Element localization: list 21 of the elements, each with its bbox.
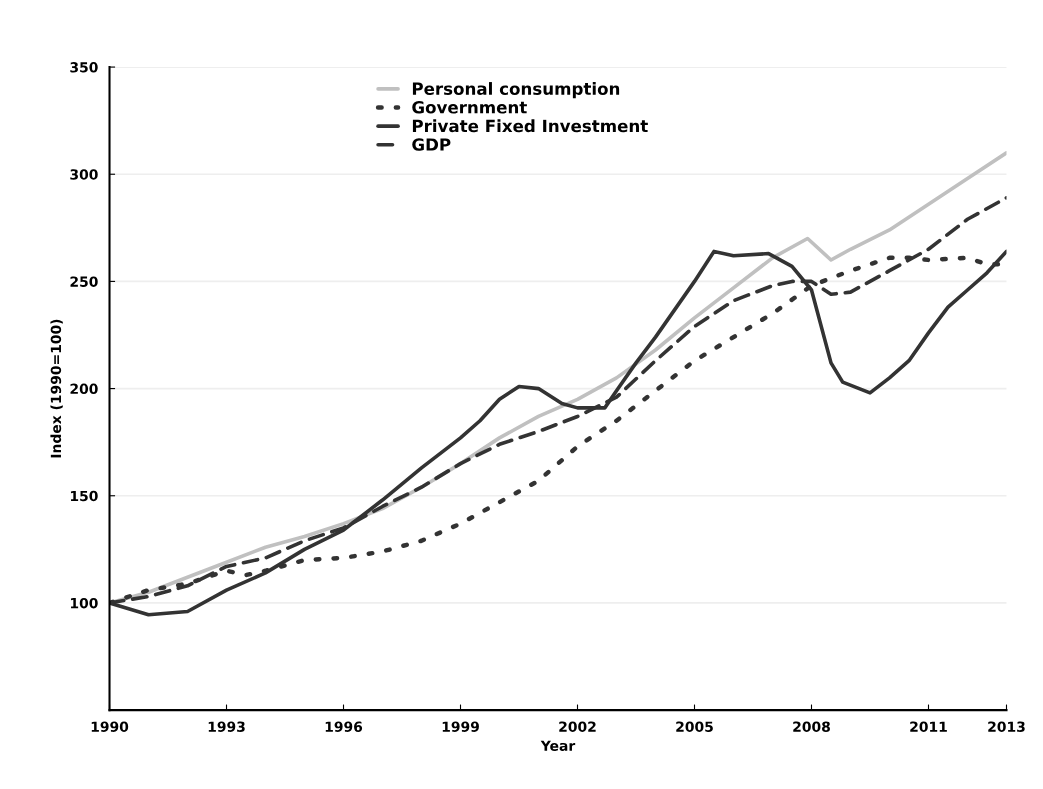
legend-label: Personal consumption	[412, 82, 620, 99]
y-tick-label: 100	[70, 597, 98, 609]
x-tick-label: 2008	[793, 721, 830, 732]
x-tick-label: 2013	[988, 721, 1025, 732]
x-tick-label: 1999	[442, 721, 479, 732]
x-axis-title: Year	[540, 740, 576, 751]
legend-label: GDP	[412, 138, 451, 151]
x-tick-label: 1990	[91, 721, 129, 732]
y-tick-label: 200	[70, 383, 98, 395]
x-tick-label: 2005	[676, 721, 713, 732]
y-tick-label: 250	[70, 276, 98, 287]
x-tick-label: 1993	[208, 721, 245, 732]
x-tick-label: 2011	[910, 721, 947, 732]
y-axis-title: Index (1990=100)	[50, 319, 63, 458]
x-tick-label: 2002	[559, 721, 596, 732]
legend-label: Government	[412, 100, 527, 114]
legend-label: Private Fixed Investment	[412, 119, 648, 133]
y-tick-label: 300	[70, 169, 98, 180]
x-tick-label: 1996	[325, 721, 363, 732]
y-tick-label: 150	[70, 490, 98, 502]
y-tick-label: 350	[70, 62, 98, 73]
